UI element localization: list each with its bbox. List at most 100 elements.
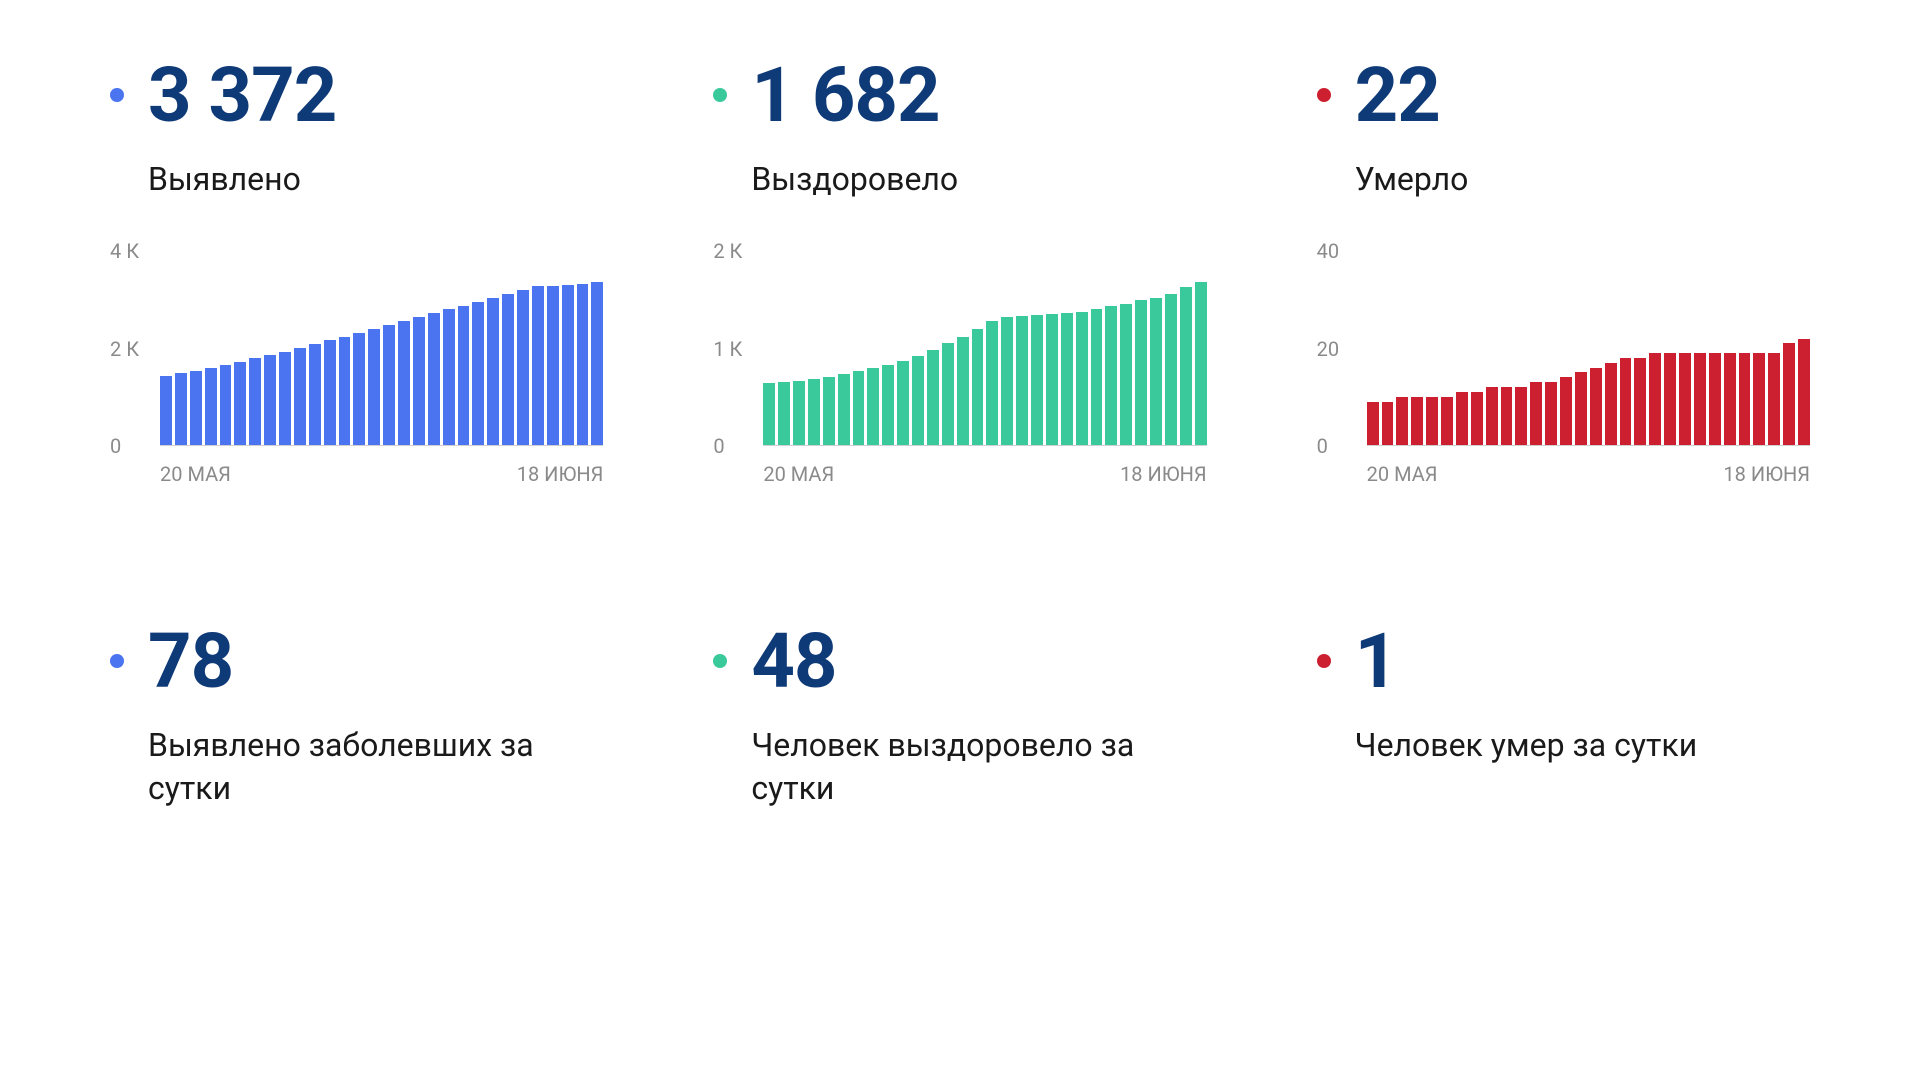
bar [264, 355, 276, 445]
bullet-icon [1317, 654, 1331, 668]
bar [1605, 363, 1617, 445]
bar [234, 362, 246, 445]
bar [882, 365, 894, 446]
bar [1001, 317, 1013, 445]
bar [1031, 315, 1043, 445]
bar [1441, 397, 1453, 446]
y-tick-label: 4 К [110, 239, 139, 263]
stat-value: 48 [751, 616, 836, 706]
bar [942, 343, 954, 445]
bar [838, 374, 850, 445]
stat-value: 1 [1355, 616, 1398, 706]
bar [1634, 358, 1646, 445]
bar [853, 371, 865, 446]
y-tick-label: 20 [1317, 337, 1339, 361]
bar [1076, 312, 1088, 445]
bar [1739, 353, 1751, 445]
bar [353, 333, 365, 446]
bars [1367, 251, 1810, 445]
bullet-icon [1317, 88, 1331, 102]
bar [1709, 353, 1721, 445]
x-end-label: 18 ИЮНЯ [1120, 462, 1207, 486]
bar [1150, 298, 1162, 445]
bar [927, 350, 939, 445]
bar [1590, 368, 1602, 446]
bar [1783, 343, 1795, 445]
stat-label: Выявлено заболевших за сутки [148, 724, 603, 810]
stat-label: Выявлено [148, 158, 603, 201]
stat-label: Человек умер за сутки [1355, 724, 1810, 767]
stat-detected: 3 372Выявлено02 К4 К20 МАЯ18 ИЮНЯ [110, 50, 603, 486]
bar [309, 344, 321, 445]
bar [487, 298, 499, 445]
stat-value: 22 [1355, 50, 1440, 140]
bar [383, 325, 395, 445]
bottom-stats-row: 78 Выявлено заболевших за сутки 48 Человек … [110, 616, 1810, 850]
stat-value: 78 [148, 616, 233, 706]
bar [808, 379, 820, 445]
x-start-label: 20 МАЯ [1367, 462, 1438, 486]
bar [1753, 353, 1765, 445]
bar [778, 382, 790, 445]
bar [532, 286, 544, 445]
bar [1664, 353, 1676, 445]
bar [279, 352, 291, 446]
stat-header: 3 372 [110, 50, 603, 140]
bar [562, 285, 574, 445]
bar [160, 376, 172, 445]
top-stats-row: 3 372Выявлено02 К4 К20 МАЯ18 ИЮНЯ1 682Вы… [110, 50, 1810, 486]
y-tick-label: 0 [1317, 434, 1328, 458]
bar [472, 302, 484, 446]
chart-died: 0204020 МАЯ18 ИЮНЯ [1317, 241, 1810, 486]
y-tick-label: 2 К [110, 337, 139, 361]
bar [1367, 402, 1379, 446]
chart-detected: 02 К4 К20 МАЯ18 ИЮНЯ [110, 241, 603, 486]
bar [324, 340, 336, 445]
bar [1061, 313, 1073, 445]
stat-died-daily: 1 Человек умер за сутки [1317, 616, 1810, 850]
bar [190, 371, 202, 446]
bar [1515, 387, 1527, 445]
bar [763, 383, 775, 445]
bar [1679, 353, 1691, 445]
chart-recovered: 0 1 К 2 К 20 МАЯ 18 ИЮНЯ [713, 241, 1206, 486]
bar [1016, 316, 1028, 445]
bar [547, 286, 559, 446]
stat-header: 48 [713, 616, 1206, 706]
bar [339, 337, 351, 446]
bar [972, 329, 984, 445]
bar [1768, 353, 1780, 445]
bar [1620, 358, 1632, 445]
x-start-label: 20 МАЯ [763, 462, 834, 486]
stat-header: 22 [1317, 50, 1810, 140]
bar [1091, 309, 1103, 445]
bar [1046, 314, 1058, 445]
chart-plot [160, 251, 603, 446]
stat-label: Умерло [1355, 158, 1810, 201]
y-tick-label: 0 [713, 434, 724, 458]
bar [823, 377, 835, 445]
bar [175, 373, 187, 445]
bar [1120, 304, 1132, 446]
stat-detected-daily: 78 Выявлено заболевших за сутки [110, 616, 603, 850]
stat-recovered: 1 682Выздоровело01 К2 К20 МАЯ18 ИЮНЯ [713, 50, 1206, 486]
bar [443, 309, 455, 445]
bar [1486, 387, 1498, 445]
bar [398, 321, 410, 445]
bar [1694, 353, 1706, 445]
chart-plot [763, 251, 1206, 446]
stat-header: 1 682 [713, 50, 1206, 140]
y-tick-label: 2 К [713, 239, 742, 263]
bars [160, 251, 603, 445]
stat-value: 3 372 [148, 50, 336, 140]
stat-header: 78 [110, 616, 603, 706]
bar [1545, 382, 1557, 445]
bullet-icon [713, 88, 727, 102]
y-tick-label: 40 [1317, 239, 1339, 263]
x-end-label: 18 ИЮНЯ [517, 462, 604, 486]
bar [294, 348, 306, 445]
bar [517, 290, 529, 445]
bar [413, 317, 425, 445]
chart-plot [1367, 251, 1810, 446]
y-tick-label: 1 К [713, 337, 742, 361]
